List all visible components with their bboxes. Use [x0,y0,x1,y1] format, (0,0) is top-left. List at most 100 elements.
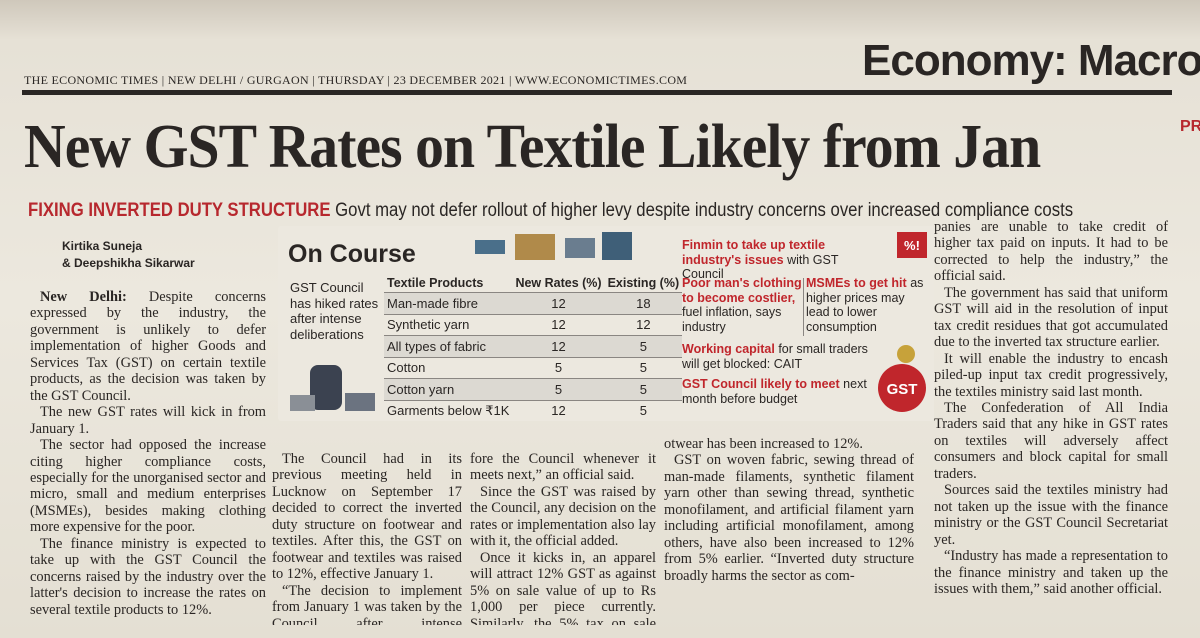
side-item-highlight: Poor man's clothing to become costlier, [682,276,802,305]
table-cell: 18 [604,292,683,314]
table-cell: 5 [512,378,605,400]
author: Kirtika Suneja [62,239,143,253]
icon: GST [878,345,926,412]
table-cell: 5 [604,356,683,379]
table-row: Cotton 5 5 [384,356,683,379]
article-column: otwear has been increased to 12%. GST on … [664,436,914,625]
deck: FIXING INVERTED DUTY STRUCTURE Govt may … [28,200,1073,222]
table-row: All types of fabric 12 5 [384,335,683,357]
table-header-cell: New Rates (%) [515,276,602,290]
paragraph: fore the Council whenever it meets next,… [470,451,656,484]
article-column: fore the Council whenever it meets next,… [470,451,656,625]
icon: %! [897,232,927,258]
paragraph: The sector had opposed the increase citi… [30,437,266,536]
article-column: panies are unable to take credit of high… [934,219,1168,601]
article-column: New Delhi: Despite concerns expressed by… [30,289,266,623]
side-item: MSMEs to get hit as higher prices may le… [806,276,930,334]
table-cell: 12 [512,292,605,314]
paragraph: The government has said that uniform GST… [934,285,1168,351]
table-cell: Man-made fibre [384,292,513,314]
side-item-highlight: GST Council likely to meet [682,377,840,391]
dateline: New Delhi: [40,289,127,305]
author: & Deepshikha Sikarwar [62,256,195,270]
table-header-cell: Existing (%) [607,276,680,290]
side-item-text: with GST Council [682,252,839,282]
deck-text: Govt may not defer rollout of higher lev… [335,200,1074,221]
table-cell: 5 [604,399,683,421]
side-item: Poor man's clothing to become costlier, … [682,276,804,334]
edge-fragment: PR [1180,118,1200,135]
paragraph-text: fore the Council whenever it meets next,… [470,451,656,484]
box-title: On Course [288,240,416,268]
rates-table: Textile Products New Rates (%) Existing (%… [384,274,683,421]
paragraph: GST on woven fabric, sewing thread of ma… [664,452,914,584]
paragraph: New Delhi: Despite concerns expressed by… [30,289,266,404]
paragraph-text: It will enable the industry to encash pi… [934,350,1168,400]
side-item-highlight: Finmin to take up textile industry's iss… [682,238,826,267]
paragraph-text: “Industry has made a representation to t… [934,548,1168,597]
paragraph-text: Despite concerns expressed by the indust… [30,289,266,404]
paragraph: The finance ministry is expected to take… [30,536,266,618]
side-item-highlight: MSMEs to get hit [806,276,907,290]
paragraph-text: Once it kicks in, an apparel will attrac… [470,549,656,625]
table-row: Synthetic yarn 12 12 [384,313,683,336]
paragraph-text: The Confederation of All India Traders s… [934,399,1168,482]
side-item-text: next month before budget [682,377,867,406]
table-cell: 12 [512,399,605,421]
illustration [290,365,375,411]
paragraph: The Council had in its previous meeting … [272,451,462,583]
side-item-text: as higher prices may lead to lower consu… [806,276,924,334]
byline: Kirtika Suneja & Deepshikha Sikarwar [62,238,195,272]
table-row: Garments below ₹1K 12 5 [384,399,683,421]
side-item: Finmin to take up textile industry's iss… [682,238,882,282]
paragraph: The new GST rates will kick in from Janu… [30,404,266,437]
paragraph: “The decision to implement from January … [272,583,462,625]
table-cell: 12 [512,313,605,336]
table-cell: Garments below ₹1K [384,399,513,421]
icon-label: GST [887,381,918,398]
paragraph: Sources said the textiles ministry had n… [934,482,1168,548]
paragraph-text: Since the GST was raised by the Council,… [470,483,656,550]
illustration [475,232,632,260]
paragraph: Since the GST was raised by the Council,… [470,484,656,550]
paragraph-text: “The decision to implement from January … [272,582,462,625]
table-header: Textile Products New Rates (%) Existing (%… [384,274,682,293]
paragraph: “Industry has made a representation to t… [934,548,1168,597]
divider [803,278,804,336]
table-cell: Cotton [384,356,513,379]
paragraph-text: The government has said that uniform GST… [934,284,1168,351]
paragraph-text: The Council had in its previous meeting … [272,451,462,583]
table-row: Cotton yarn 5 5 [384,378,683,400]
table-cell: 12 [604,313,683,336]
paragraph: panies are unable to take credit of high… [934,219,1168,285]
paragraph-text: panies are unable to take credit of high… [934,219,1168,285]
paragraph: Once it kicks in, an apparel will attrac… [470,550,656,625]
paragraph-text: Sources said the textiles ministry had n… [934,482,1168,548]
table-row: Man-made fibre 12 18 [384,292,683,314]
masthead: THE ECONOMIC TIMES | NEW DELHI / GURGAON… [24,73,688,87]
table-cell: 12 [512,335,605,357]
paragraph: It will enable the industry to encash pi… [934,351,1168,400]
rule [22,90,1172,95]
box-note: GST Council has hiked rates after intens… [290,280,379,342]
side-item-text: for small traders will get blocked: CAIT [682,342,868,371]
headline: New GST Rates on Textile Likely from Jan [24,113,1041,181]
kicker: FIXING INVERTED DUTY STRUCTURE [28,200,331,221]
paragraph-text: GST on woven fabric, sewing thread of ma… [664,452,914,584]
article-column: The Council had in its previous meeting … [272,451,462,625]
paragraph-text: otwear has been increased to 12%. [664,436,863,452]
section-title: Economy: Macro [862,36,1200,85]
side-item: GST Council likely to meet next month be… [682,377,872,406]
paragraph: otwear has been increased to 12%. [664,436,914,452]
table-cell: All types of fabric [384,335,513,357]
table-cell: Cotton yarn [384,378,513,400]
table-header-cell: Textile Products [387,276,484,290]
table-cell: 5 [604,335,683,357]
side-item: Working capital for small traders will g… [682,342,872,371]
side-item-text: fuel inflation, says industry [682,305,782,334]
icon-label: %! [904,238,920,253]
paragraph-text: The finance ministry is expected to take… [30,535,266,618]
side-item-highlight: Working capital [682,342,775,356]
table-cell: 5 [512,356,605,379]
